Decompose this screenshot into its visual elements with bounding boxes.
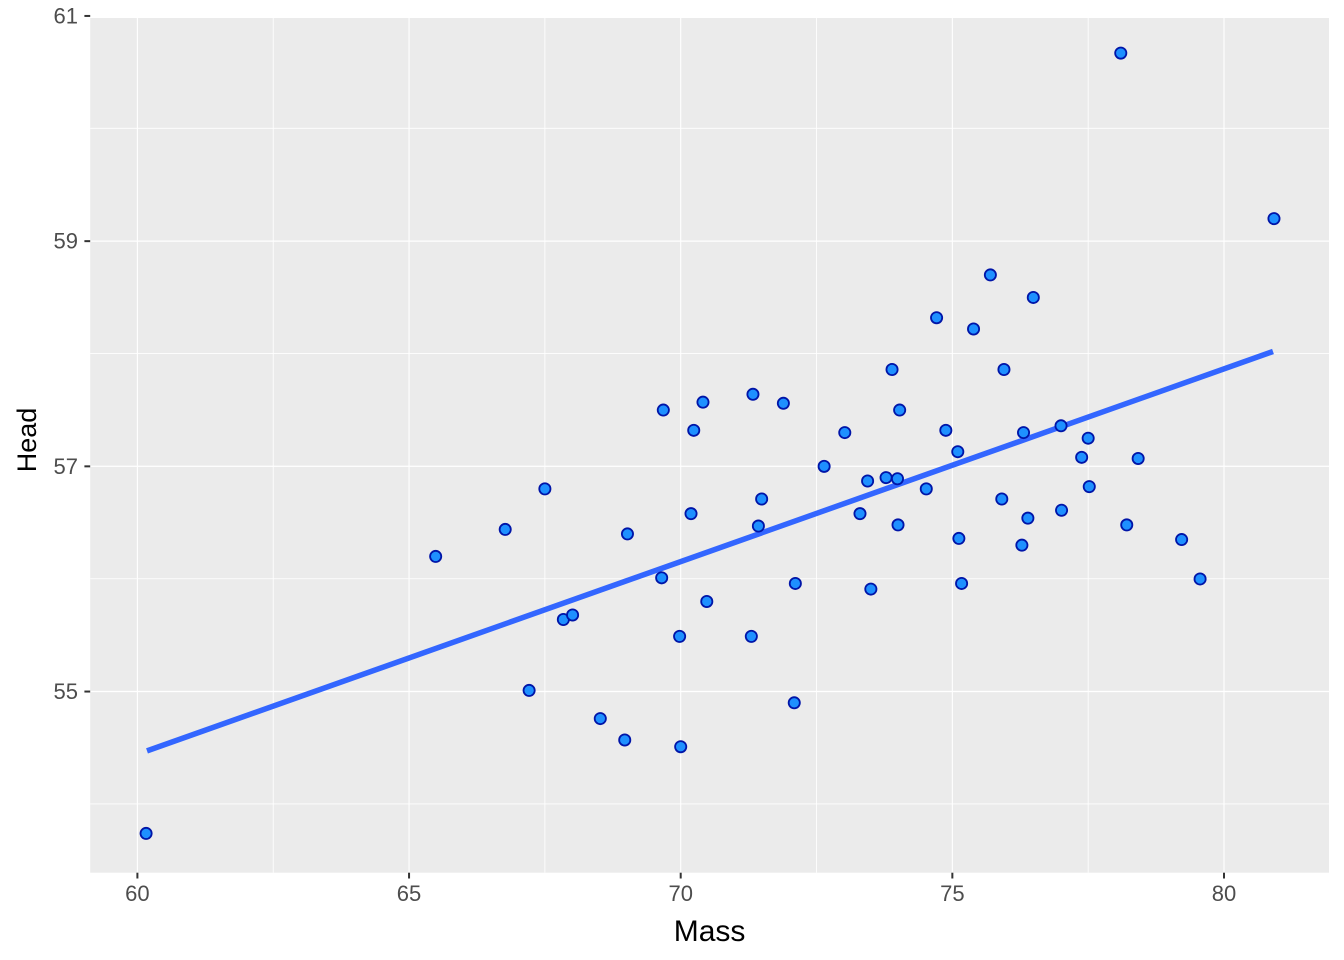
- svg-text:65: 65: [397, 881, 421, 906]
- svg-text:Head: Head: [12, 408, 42, 473]
- svg-text:70: 70: [668, 881, 692, 906]
- svg-text:80: 80: [1212, 881, 1236, 906]
- svg-text:55: 55: [54, 679, 78, 704]
- svg-text:75: 75: [940, 881, 964, 906]
- svg-text:61: 61: [54, 4, 78, 29]
- svg-text:59: 59: [54, 229, 78, 254]
- svg-text:Mass: Mass: [674, 915, 746, 948]
- svg-text:57: 57: [54, 454, 78, 479]
- svg-text:60: 60: [125, 881, 149, 906]
